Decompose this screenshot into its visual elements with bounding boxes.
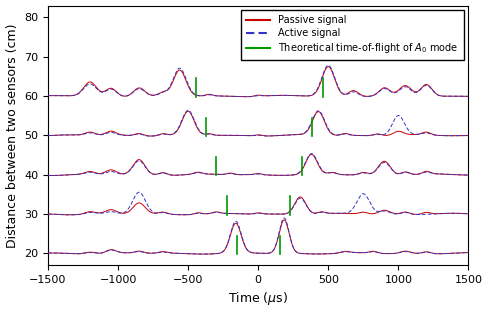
Legend: Passive signal, Active signal, Theoretical time-of-flight of $A_0$ mode: Passive signal, Active signal, Theoretic… — [241, 10, 464, 60]
Y-axis label: Distance between two sensors (cm): Distance between two sensors (cm) — [5, 23, 19, 248]
X-axis label: Time ($\mu$s): Time ($\mu$s) — [228, 290, 288, 307]
